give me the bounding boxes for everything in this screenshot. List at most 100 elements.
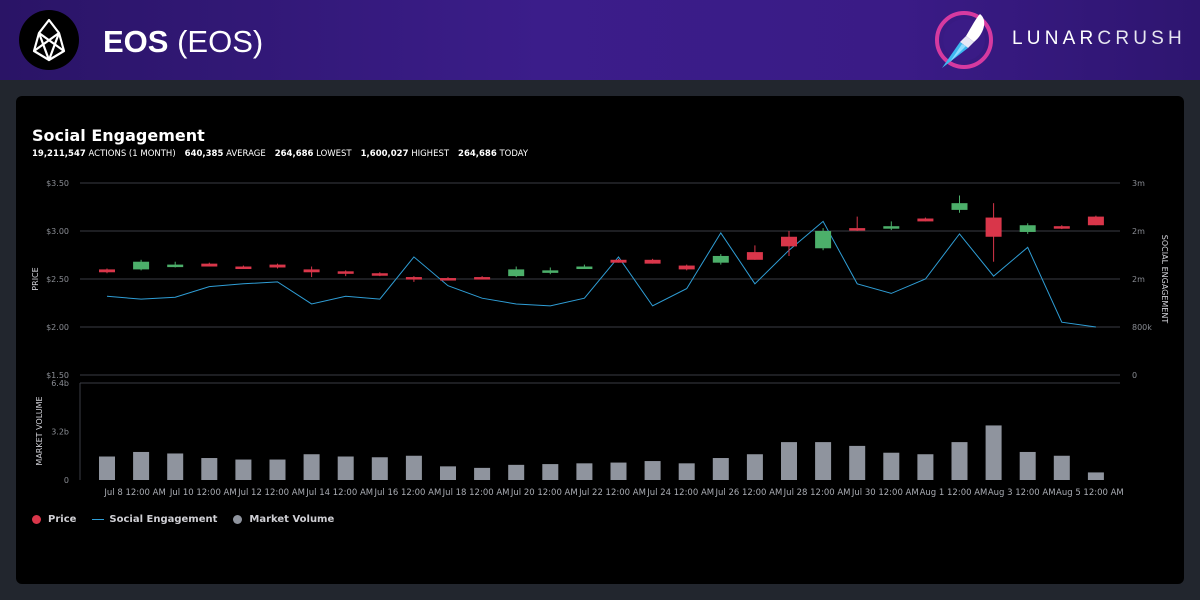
volume-bar: [815, 442, 832, 480]
price-candle: [508, 269, 525, 277]
price-candle: [371, 273, 388, 276]
price-candle: [440, 278, 456, 281]
volume-axis-label: MARKET VOLUME: [35, 396, 44, 465]
stat-item: 264,686 LOWEST: [275, 149, 352, 159]
price-candle: [303, 269, 320, 273]
price-tick-label: $1.50: [46, 371, 69, 380]
volume-bar: [474, 467, 491, 480]
x-tick-label: Jul 18 12:00 AM: [442, 488, 510, 498]
x-tick-label: Aug 5 12:00 AM: [1056, 488, 1124, 498]
price-tick-label: $3.00: [46, 227, 69, 236]
eos-logo-icon: [19, 10, 79, 70]
header-banner: EOS (EOS) LUNARCRUSH: [0, 0, 1200, 80]
x-tick-label: Jul 26 12:00 AM: [714, 488, 782, 498]
price-candle: [99, 269, 115, 273]
volume-bar: [712, 458, 729, 480]
volume-tick-label: 0: [64, 476, 69, 485]
x-tick-label: Jul 14 12:00 AM: [305, 488, 373, 498]
legend-item[interactable]: Price: [32, 513, 76, 526]
volume-bar: [1019, 451, 1036, 480]
x-tick-label: Jul 24 12:00 AM: [646, 488, 714, 498]
stat-label: TODAY: [496, 149, 529, 159]
legend-swatch: [233, 515, 243, 524]
price-tick-label: $3.50: [46, 179, 69, 188]
brand-wordmark: LUNARCRUSH: [1012, 28, 1186, 50]
volume-bar: [678, 463, 695, 480]
legend-label: Social Engagement: [109, 514, 218, 525]
stat-item: 640,385 AVERAGE: [185, 149, 266, 159]
panel-title: Social Engagement: [32, 126, 205, 145]
price-candle: [576, 266, 593, 270]
stats-row: 19,211,547 ACTIONS (1 MONTH) 640,385 AVER…: [32, 149, 537, 160]
price-candle: [405, 277, 422, 280]
stat-item: 1,600,027 HIGHEST: [361, 149, 449, 159]
volume-bar: [644, 461, 661, 480]
legend-label: Market Volume: [249, 514, 335, 525]
price-candle: [746, 252, 763, 260]
volume-bar: [542, 464, 559, 480]
stat-label: LOWEST: [313, 149, 352, 159]
price-candle: [849, 228, 866, 231]
coin-name: EOS: [103, 24, 169, 59]
brand-crush: CRUSH: [1097, 28, 1186, 49]
volume-bar: [440, 466, 456, 480]
price-candle: [917, 218, 934, 222]
stat-label: AVERAGE: [223, 149, 266, 159]
price-candle: [678, 265, 695, 270]
volume-bar: [99, 456, 115, 480]
volume-bar: [508, 464, 525, 480]
x-tick-label: Jul 10 12:00 AM: [169, 488, 237, 498]
chart-legend: Price Social Engagement Market Volume: [32, 513, 350, 526]
social-axis-label: SOCIAL ENGAGEMENT: [1160, 235, 1169, 324]
volume-tick-label: 3.2b: [51, 428, 69, 437]
stat-value: 264,686: [458, 149, 497, 159]
price-tick-label: $2.50: [46, 275, 69, 284]
coin-symbol: (EOS): [177, 24, 264, 59]
social-tick-label: 0: [1132, 371, 1137, 380]
stat-value: 1,600,027: [360, 149, 409, 159]
price-tick-label: $2.00: [46, 323, 69, 332]
social-tick-label: 3m: [1132, 179, 1145, 188]
legend-item[interactable]: Market Volume: [233, 513, 334, 526]
stat-item: 264,686 TODAY: [458, 149, 528, 159]
x-tick-label: Jul 8 12:00 AM: [103, 488, 165, 498]
stat-value: 19,211,547: [32, 149, 86, 159]
volume-bar: [883, 452, 900, 480]
social-tick-label: 800k: [1132, 323, 1152, 332]
coin-title: EOS (EOS): [103, 22, 263, 62]
volume-bar: [1053, 455, 1070, 480]
volume-bar: [951, 442, 968, 480]
x-tick-label: Jul 22 12:00 AM: [578, 488, 646, 498]
price-candle: [610, 259, 627, 263]
social-tick-label: 2m: [1132, 275, 1145, 284]
legend-swatch: [32, 515, 41, 524]
social-engagement-line: [106, 220, 1096, 328]
volume-bar: [303, 454, 320, 480]
brand-lunar: LUNAR: [1012, 28, 1098, 49]
volume-bar: [1087, 472, 1104, 480]
legend-item[interactable]: Social Engagement: [92, 513, 217, 526]
volume-bar: [167, 453, 184, 480]
price-candle: [1019, 225, 1036, 232]
eos-logo-icon-svg: [32, 18, 66, 62]
price-candle: [1053, 226, 1070, 229]
stat-label: ACTIONS: [85, 149, 127, 159]
price-candle: [883, 226, 900, 229]
x-tick-label: Aug 3 12:00 AM: [988, 488, 1056, 498]
stat-value: 264,686: [274, 149, 314, 159]
x-tick-label: Jul 30 12:00 AM: [851, 488, 919, 498]
price-candle: [542, 270, 559, 273]
volume-bar: [610, 462, 627, 480]
chart-panel: [16, 96, 1184, 584]
volume-bar: [746, 454, 763, 480]
price-candle: [1087, 216, 1104, 226]
stat-value: 640,385: [184, 149, 224, 159]
x-tick-label: Jul 28 12:00 AM: [783, 488, 851, 498]
price-candle: [815, 231, 832, 249]
volume-bar: [201, 458, 218, 480]
price-candle: [985, 217, 1002, 237]
price-candle: [712, 255, 729, 263]
price-candle: [201, 263, 218, 267]
volume-bar: [337, 456, 354, 480]
price-candle: [781, 236, 797, 247]
